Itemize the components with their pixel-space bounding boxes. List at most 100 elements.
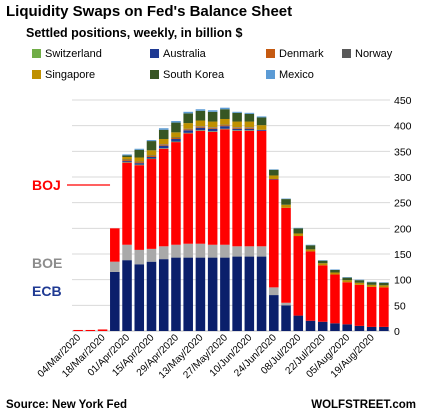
bar-australia	[158, 145, 169, 149]
watermark: WOLFSTREET.com	[311, 399, 416, 411]
bar-mexico	[354, 279, 365, 281]
bar-mexico	[171, 121, 181, 123]
bar-denmark	[134, 162, 145, 164]
bar-switzerland	[195, 130, 206, 131]
bar-singapore	[379, 285, 389, 288]
y-tick-label: 0	[394, 326, 400, 338]
bar-switzerland	[158, 148, 169, 149]
bar-denmark	[122, 160, 132, 162]
bar-ecb	[122, 260, 132, 331]
bar-singapore	[207, 121, 218, 128]
annotation-boe: BOE	[32, 255, 62, 271]
bar-south-korea	[158, 129, 169, 140]
y-tick-label: 100	[394, 275, 412, 287]
bar-boj	[110, 228, 120, 262]
bar-norway	[146, 155, 157, 156]
bar-singapore	[122, 156, 132, 160]
bar-boj	[305, 251, 316, 321]
bar-singapore	[281, 204, 291, 208]
bar-denmark	[195, 126, 206, 128]
bar-mexico	[244, 112, 255, 114]
bar-denmark	[232, 127, 242, 129]
bar-norway	[195, 126, 206, 127]
bar-switzerland	[134, 164, 145, 166]
bar-mexico	[281, 198, 291, 200]
bar-denmark	[183, 129, 193, 131]
chart-subtitle: Settled positions, weekly, in billion $	[26, 26, 243, 40]
legend-swatch-norway	[342, 49, 351, 58]
bar-singapore	[293, 233, 304, 237]
bar-boe	[171, 244, 181, 258]
legend-label-australia: Australia	[163, 48, 207, 60]
source-note: Source: New York Fed	[6, 399, 127, 411]
legend-swatch-singapore	[32, 70, 41, 79]
bar-boj	[354, 284, 365, 326]
bar-denmark	[171, 137, 181, 140]
legend-swatch-south-korea	[150, 70, 159, 79]
bar-switzerland	[244, 130, 255, 131]
x-axis: 04/Mar/202018/Mar/202001/Apr/202015/Apr/…	[36, 332, 377, 381]
legend-label-switzerland: Switzerland	[45, 48, 102, 60]
bar-ecb	[305, 320, 316, 331]
bar-south-korea	[134, 149, 145, 158]
bar-switzerland	[220, 128, 230, 130]
bar-boe	[158, 246, 169, 260]
bar-south-korea	[256, 117, 267, 126]
bar-norway	[232, 127, 242, 128]
bar-boj	[158, 148, 169, 247]
bar-denmark	[146, 155, 157, 157]
y-tick-label: 400	[394, 121, 412, 133]
bar-singapore	[269, 175, 279, 180]
bar-south-korea	[232, 112, 242, 122]
bar-south-korea	[366, 282, 377, 285]
bar-australia	[207, 128, 218, 132]
bar-boj	[379, 287, 389, 327]
bar-south-korea	[146, 141, 157, 151]
bar-south-korea	[269, 169, 279, 176]
bar-ecb	[220, 257, 230, 331]
bar-ecb	[354, 325, 365, 331]
bar-boj	[256, 130, 267, 247]
bar-australia	[220, 126, 230, 129]
bar-ecb	[146, 261, 157, 331]
bar-australia	[195, 127, 206, 131]
bar-boe	[122, 244, 132, 261]
bar-switzerland	[183, 132, 193, 134]
bar-mexico	[305, 244, 316, 246]
bar-south-korea	[330, 269, 340, 273]
bar-boe	[195, 243, 206, 258]
bar-switzerland	[207, 131, 218, 132]
bar-norway	[220, 124, 230, 126]
y-tick-label: 50	[394, 300, 406, 312]
bar-singapore	[171, 132, 181, 138]
bar-switzerland	[232, 130, 242, 131]
bar-norway	[244, 127, 255, 128]
bar-mexico	[366, 281, 377, 283]
bar-south-korea	[183, 113, 193, 124]
legend-label-singapore: Singapore	[45, 69, 95, 81]
bar-denmark	[158, 144, 169, 146]
bar-south-korea	[195, 110, 206, 121]
legend-label-mexico: Mexico	[279, 69, 314, 81]
bar-singapore	[134, 157, 145, 162]
bar-mexico	[158, 128, 169, 130]
bar-switzerland	[171, 141, 181, 143]
bar-south-korea	[281, 199, 291, 205]
bar-mexico	[256, 116, 267, 118]
bar-singapore	[244, 121, 255, 128]
bar-singapore	[220, 118, 230, 125]
bar-boj	[342, 282, 352, 325]
chart-title: Liquidity Swaps on Fed's Balance Sheet	[6, 3, 292, 20]
bar-boj	[171, 142, 181, 245]
bar-switzerland	[122, 162, 132, 163]
bar-singapore	[354, 282, 365, 285]
bar-ecb	[330, 323, 340, 331]
bar-australia	[232, 128, 242, 131]
bar-denmark	[244, 127, 255, 129]
bar-south-korea	[207, 111, 218, 122]
bar-boe	[110, 261, 120, 272]
bar-singapore	[330, 272, 340, 275]
bar-boe	[134, 249, 145, 265]
bar-boj	[146, 159, 157, 249]
bar-ecb	[342, 324, 352, 331]
